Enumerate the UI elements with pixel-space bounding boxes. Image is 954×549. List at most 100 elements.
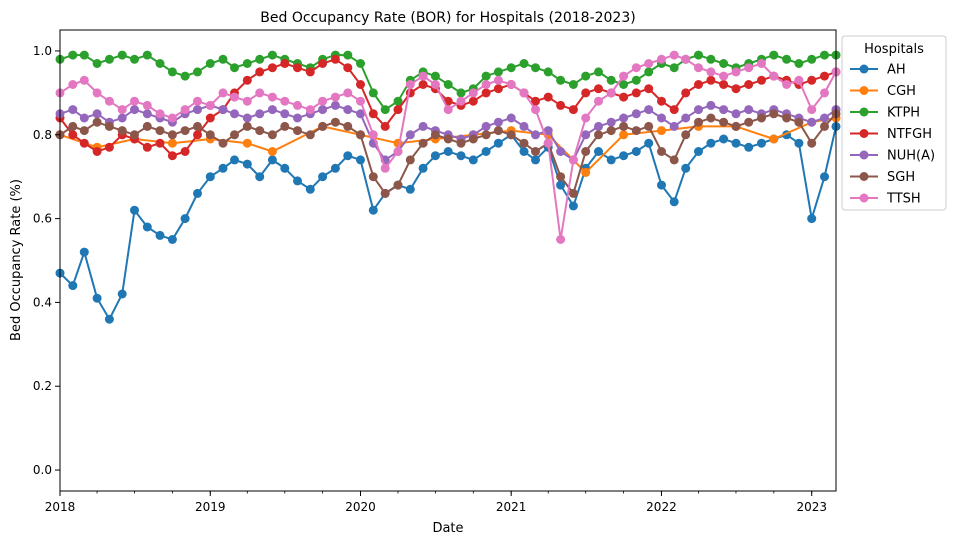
data-point — [481, 147, 491, 156]
data-point — [631, 63, 641, 73]
data-point — [468, 155, 478, 165]
data-point — [456, 88, 466, 98]
data-point — [631, 88, 641, 98]
data-point — [807, 54, 817, 64]
data-point — [619, 80, 629, 89]
data-point — [493, 75, 503, 85]
data-point — [619, 113, 629, 123]
chart-title: Bed Occupancy Rate (BOR) for Hospitals (… — [260, 10, 635, 26]
x-tick-label: 2021 — [496, 500, 527, 514]
data-point — [619, 121, 629, 131]
data-point — [531, 155, 540, 165]
data-point — [820, 71, 829, 81]
data-point — [68, 281, 78, 291]
data-point — [205, 100, 215, 110]
data-point — [556, 147, 566, 156]
data-point — [681, 113, 691, 123]
data-point — [343, 63, 353, 73]
data-point — [681, 88, 691, 98]
data-point — [205, 130, 215, 140]
data-point — [481, 71, 491, 81]
data-point — [644, 105, 654, 115]
data-point — [556, 172, 566, 182]
data-point — [193, 188, 202, 198]
data-point — [556, 75, 566, 85]
legend-label: AH — [887, 63, 906, 78]
data-point — [731, 138, 741, 148]
data-point — [456, 151, 466, 161]
data-point — [193, 130, 202, 140]
x-tick-label: 2018 — [45, 500, 76, 514]
data-point — [242, 75, 252, 85]
data-point — [568, 105, 578, 115]
legend-swatch-marker — [859, 172, 869, 181]
legend-label: SGH — [887, 170, 915, 185]
data-point — [79, 50, 89, 60]
data-point — [669, 121, 679, 131]
data-point — [267, 130, 277, 140]
data-point — [468, 96, 478, 106]
data-point — [293, 63, 302, 73]
data-point — [782, 54, 792, 64]
x-tick-label: 2023 — [796, 500, 827, 514]
legend-label: CGH — [887, 84, 916, 99]
data-point — [92, 117, 102, 127]
legend: Hospitals AH CGH KTPH NTFGH NUH(A) SGH TTSH — [841, 35, 947, 211]
y-axis-label: Bed Occupancy Rate (%) — [9, 179, 24, 341]
data-point — [744, 80, 754, 89]
data-point — [568, 155, 578, 165]
data-point — [368, 172, 378, 182]
data-point — [205, 113, 215, 123]
data-point — [594, 96, 603, 106]
data-point — [393, 96, 403, 106]
y-tick-label: 1.0 — [33, 44, 52, 58]
data-point — [318, 59, 328, 68]
data-point — [167, 138, 177, 148]
data-point — [343, 50, 353, 60]
data-point — [669, 105, 679, 115]
data-point — [681, 163, 691, 173]
data-point — [706, 75, 716, 85]
data-point — [481, 88, 491, 98]
legend-label: TTSH — [886, 192, 921, 207]
data-point — [519, 121, 529, 131]
data-point — [167, 130, 177, 140]
data-point — [104, 142, 114, 152]
legend-swatch-marker — [859, 129, 869, 138]
data-point — [820, 50, 829, 60]
data-point — [242, 59, 252, 68]
legend-title: Hospitals — [864, 42, 924, 57]
data-point — [418, 138, 428, 148]
data-point — [68, 130, 78, 140]
data-point — [644, 138, 654, 148]
data-point — [356, 59, 365, 68]
data-point — [393, 105, 403, 115]
data-point — [104, 96, 114, 106]
data-point — [719, 71, 729, 81]
data-point — [418, 163, 428, 173]
data-point — [657, 96, 666, 106]
data-point — [644, 59, 654, 68]
data-point — [531, 105, 540, 115]
data-point — [242, 113, 252, 123]
data-point — [719, 117, 729, 127]
data-point — [657, 147, 666, 156]
data-point — [519, 59, 529, 68]
legend-item: SGH — [850, 170, 915, 185]
data-point — [267, 155, 277, 165]
data-point — [443, 134, 453, 144]
data-point — [205, 172, 215, 182]
data-point — [694, 147, 703, 156]
data-point — [794, 59, 804, 68]
data-point — [657, 113, 666, 123]
data-point — [405, 80, 415, 89]
data-point — [104, 121, 114, 131]
data-point — [343, 105, 353, 115]
data-point — [694, 117, 703, 127]
data-point — [543, 67, 553, 77]
data-point — [807, 214, 817, 224]
data-point — [330, 92, 340, 102]
data-point — [769, 50, 779, 60]
data-point — [744, 117, 754, 127]
data-point — [657, 180, 666, 190]
